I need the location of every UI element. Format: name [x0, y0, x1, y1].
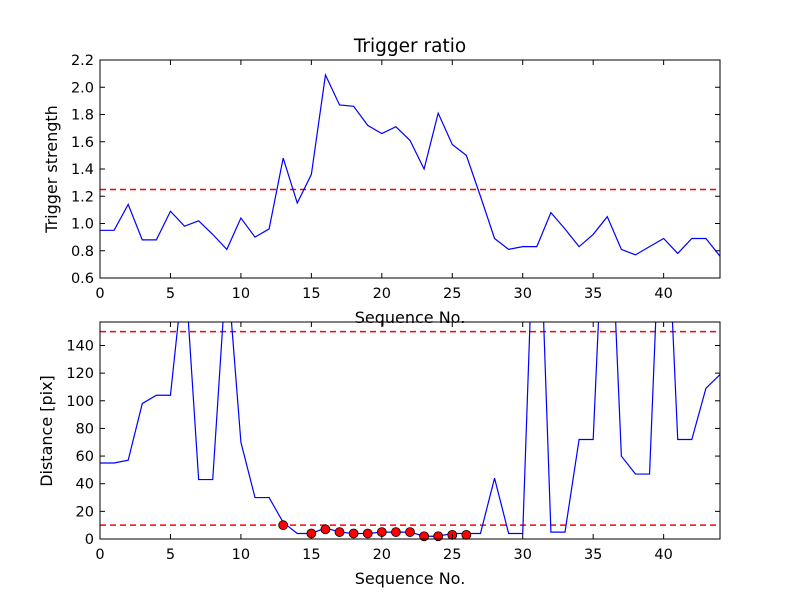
bottom-axis-ticks: 0 5 10 15 20 25 30 35 40 0 20 40 60 80 100 120 140 — [66, 322, 720, 563]
top-y-tick-label: 1.8 — [71, 108, 94, 124]
bottom-y-tick-label: 140 — [66, 338, 94, 354]
top-x-tick-label: 35 — [584, 286, 602, 302]
bottom-threshold-lines — [100, 330, 720, 526]
top-y-tick-label: 1.0 — [71, 217, 94, 233]
top-x-tick-label: 30 — [514, 286, 532, 302]
bottom-y-tick-label: 120 — [66, 366, 94, 382]
top-plot-frame — [99, 59, 721, 279]
bottom-marker-point — [419, 531, 429, 542]
bottom-chart-ylabel: Distance [pix] — [37, 375, 56, 487]
bottom-x-tick-label: 25 — [443, 547, 461, 563]
top-x-tick-label: 0 — [95, 286, 104, 302]
top-y-tick-label: 1.2 — [71, 189, 94, 205]
bottom-x-tick-label: 5 — [166, 547, 175, 563]
top-axis-ticks: 0 5 10 15 20 25 30 35 40 0.6 0.8 1.0 1.2 1.4 1.6 1.8 2.0… — [71, 53, 720, 302]
top-y-tick-label: 2.2 — [71, 53, 94, 69]
top-x-tick-label: 40 — [654, 286, 672, 302]
bottom-chart-xlabel: Sequence No. — [355, 569, 466, 588]
bottom-x-tick-label: 35 — [584, 547, 602, 563]
top-x-tick-label: 5 — [166, 286, 175, 302]
top-series-line — [100, 72, 720, 257]
top-y-tick-label: 0.8 — [71, 244, 94, 260]
bottom-marker-point — [405, 527, 415, 537]
bottom-y-tick-label: 100 — [66, 394, 94, 410]
bottom-x-tick-label: 10 — [232, 547, 250, 563]
top-x-tick-label: 10 — [232, 286, 250, 302]
top-x-tick-label: 20 — [373, 286, 391, 302]
bottom-marker-point — [433, 531, 444, 542]
bottom-x-tick-label: 40 — [654, 547, 672, 563]
bottom-x-tick-label: 0 — [95, 547, 104, 563]
bottom-x-tick-label: 30 — [514, 547, 532, 563]
bottom-x-tick-label: 20 — [373, 547, 391, 563]
top-y-tick-label: 0.6 — [71, 271, 94, 287]
bottom-y-tick-label: 60 — [76, 449, 94, 465]
bottom-chart: Distance [pix] Sequence No. 0 5 10 15 20 25 30… — [37, 321, 721, 588]
bottom-x-tick-label: 15 — [302, 547, 320, 563]
bottom-marker-point — [334, 527, 345, 537]
top-y-tick-label: 1.6 — [71, 135, 94, 151]
top-chart-title: Trigger ratio — [353, 36, 466, 57]
bottom-y-tick-label: 0 — [85, 532, 94, 548]
top-x-tick-label: 15 — [302, 286, 320, 302]
bottom-marker-point — [348, 528, 359, 539]
top-y-tick-label: 1.4 — [71, 162, 94, 178]
top-x-tick-label: 25 — [443, 286, 461, 302]
bottom-marker-point — [278, 520, 289, 531]
bottom-marker-point — [320, 524, 331, 535]
bottom-marker-point — [362, 528, 373, 539]
bottom-y-tick-label: 40 — [76, 477, 94, 493]
bottom-y-tick-label: 80 — [76, 421, 94, 437]
top-chart-xlabel: Sequence No. — [355, 308, 466, 327]
bottom-marker-point — [391, 527, 401, 537]
top-series-lines — [100, 72, 720, 257]
bottom-markers — [278, 520, 472, 542]
bottom-y-tick-label: 20 — [76, 504, 94, 520]
bottom-plot-frame — [99, 321, 721, 540]
top-chart-ylabel: Trigger strength — [42, 105, 61, 234]
bottom-marker-point — [461, 529, 472, 540]
top-y-tick-label: 2.0 — [71, 80, 94, 96]
